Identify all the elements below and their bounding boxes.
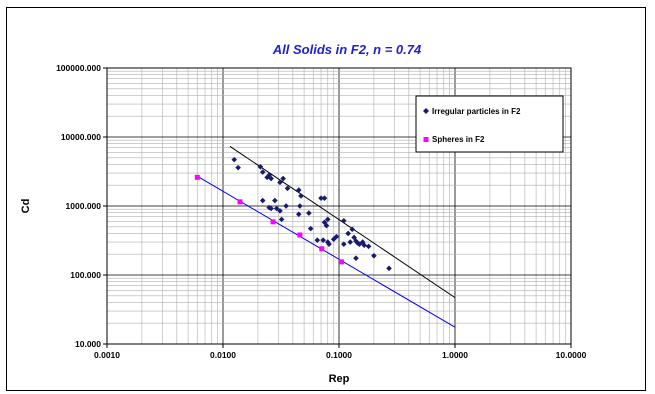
x-tick-label: 1.0000: [442, 350, 468, 360]
irregular-particle-point: [318, 195, 324, 201]
x-tick-label: 0.1000: [326, 350, 352, 360]
irregular-particle-point: [365, 243, 372, 250]
y-tick-label: 100000.000: [56, 63, 101, 73]
irregular-particle-point: [333, 233, 340, 240]
legend-label-irregular: Irregular particles in F2: [432, 107, 521, 116]
y-axis-title: Cd: [20, 199, 32, 214]
sphere-point: [297, 232, 303, 238]
irregular-particle-point: [235, 164, 241, 171]
irregular-particle-point: [295, 211, 302, 218]
legend-box: [415, 95, 564, 153]
irregular-particle-point: [264, 174, 270, 181]
irregular-particle-point: [359, 239, 366, 245]
irregular-particle-point: [273, 205, 280, 212]
irregular-particle-point: [257, 163, 264, 170]
irregular-particle-point: [361, 242, 368, 249]
irregular-particle-point: [386, 265, 392, 272]
irregular-particle-point: [306, 210, 312, 216]
irregular-particle-point: [324, 239, 331, 245]
legend-diamond-marker: [423, 108, 429, 114]
irregular-particle-point: [268, 205, 274, 212]
irregular-particle-point: [231, 156, 238, 163]
tick-labels: 0.0010 0.0100 0.1000 1.0000 10.0000 10.000 100…: [56, 63, 587, 360]
irregular-particle-point: [307, 225, 314, 232]
irregular-particle-point: [349, 226, 356, 233]
irregular-particle-point: [272, 197, 278, 204]
sphere-point: [338, 259, 344, 265]
irregular-particle-point: [277, 208, 283, 214]
sphere-point: [237, 199, 243, 205]
x-tick-label: 10.0000: [556, 350, 587, 360]
irregular-particle-point: [268, 175, 274, 182]
irregular-particle-point: [259, 169, 266, 175]
irregular-particle-point: [356, 241, 363, 247]
irregular-particle-point: [283, 203, 289, 209]
irregular-particle-point: [351, 234, 357, 241]
irregular-particle-point: [323, 222, 330, 229]
chart-title: All Solids in F2, n = 0.74: [272, 42, 422, 57]
irregular-particle-point: [295, 187, 302, 193]
y-tick-label: 1000.000: [66, 201, 102, 211]
irregular-particle-point: [278, 216, 285, 223]
irregular-particle-point: [341, 241, 347, 247]
grid: [107, 68, 571, 344]
irregular-particle-point: [326, 241, 332, 247]
irregular-particle-point: [259, 197, 266, 204]
irregular-particle-point: [324, 216, 331, 223]
scatter-chart: 0.0010 0.0100 0.1000 1.0000 10.0000 10.000 100…: [20, 42, 587, 385]
irregular-particle-point: [345, 230, 351, 237]
x-tick-label: 0.0010: [94, 350, 120, 360]
irregular-particle-point: [347, 239, 354, 245]
irregular-particle-point: [280, 175, 286, 182]
irregular-particle-point: [297, 203, 303, 209]
y-tick-label: 100.000: [70, 270, 101, 280]
irregular-particle-point: [277, 179, 283, 186]
chart-frame: 0.0010 0.0100 0.1000 1.0000 10.0000 10.000 100…: [6, 7, 646, 391]
irregular-particle-point: [341, 218, 347, 224]
y-tick-label: 10.000: [75, 339, 101, 349]
irregular-particle-point: [284, 185, 291, 192]
data-points: [194, 156, 392, 272]
irregular-particle-point: [371, 252, 377, 259]
sphere-point: [270, 219, 276, 225]
irregular-particle-point: [321, 195, 328, 201]
irregular-particle-point: [314, 237, 321, 243]
irregular-particle-point: [298, 193, 304, 199]
y-tick-label: 10000.000: [61, 132, 101, 142]
irregular-particle-point: [321, 219, 328, 226]
legend-square-marker: [423, 137, 429, 142]
legend: Irregular particles in F2 Spheres in F2: [415, 95, 564, 153]
sphere-point: [319, 246, 325, 252]
sphere-point: [194, 174, 200, 180]
x-axis-title: Rep: [329, 373, 350, 385]
irregular-particle-point: [353, 255, 359, 262]
irregular-particle-point: [320, 237, 326, 243]
legend-label-spheres: Spheres in F2: [432, 135, 485, 144]
x-tick-label: 0.0100: [210, 350, 236, 360]
